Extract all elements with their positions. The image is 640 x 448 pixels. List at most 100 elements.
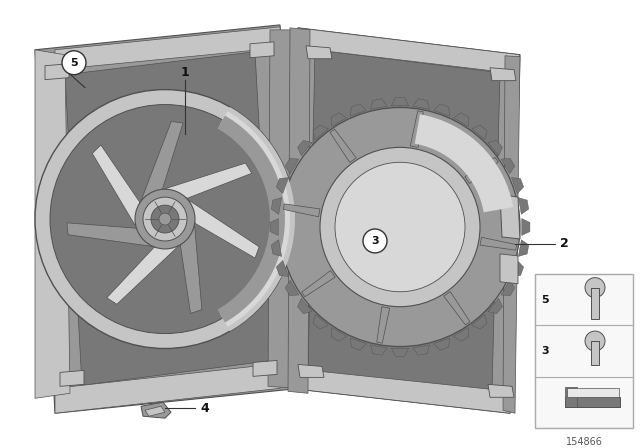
Polygon shape <box>371 99 387 109</box>
Polygon shape <box>480 237 516 250</box>
Polygon shape <box>500 194 520 239</box>
Polygon shape <box>377 307 390 343</box>
Text: 2: 2 <box>560 237 569 250</box>
Polygon shape <box>511 177 524 194</box>
Polygon shape <box>313 125 328 140</box>
Polygon shape <box>501 280 515 296</box>
Polygon shape <box>271 198 282 214</box>
Polygon shape <box>500 254 518 284</box>
Polygon shape <box>313 314 328 329</box>
Polygon shape <box>145 406 165 416</box>
Ellipse shape <box>50 104 280 334</box>
Polygon shape <box>488 298 502 314</box>
Polygon shape <box>180 226 202 314</box>
Polygon shape <box>290 368 510 413</box>
Polygon shape <box>55 27 280 70</box>
Ellipse shape <box>320 147 480 307</box>
Polygon shape <box>141 402 171 418</box>
Polygon shape <box>276 260 289 276</box>
Text: 5: 5 <box>70 58 78 68</box>
Polygon shape <box>165 163 252 198</box>
Ellipse shape <box>335 162 465 292</box>
Ellipse shape <box>35 90 295 349</box>
Polygon shape <box>330 129 356 163</box>
Polygon shape <box>331 113 346 126</box>
Polygon shape <box>371 345 387 355</box>
Text: 5: 5 <box>541 294 549 305</box>
Polygon shape <box>392 98 408 106</box>
Polygon shape <box>518 240 529 256</box>
Circle shape <box>159 213 171 225</box>
Polygon shape <box>518 198 529 214</box>
Polygon shape <box>308 50 500 391</box>
Polygon shape <box>223 107 295 331</box>
Polygon shape <box>298 298 312 314</box>
Circle shape <box>585 331 605 351</box>
Polygon shape <box>567 388 619 397</box>
Circle shape <box>363 229 387 253</box>
Polygon shape <box>434 338 450 350</box>
Circle shape <box>135 189 195 249</box>
Polygon shape <box>253 361 277 376</box>
Polygon shape <box>285 280 299 296</box>
Polygon shape <box>503 56 520 413</box>
Polygon shape <box>434 104 450 116</box>
Text: 154866: 154866 <box>566 437 602 447</box>
Polygon shape <box>522 219 530 236</box>
Polygon shape <box>413 99 429 109</box>
Bar <box>591 288 599 319</box>
Text: 4: 4 <box>200 402 209 415</box>
Polygon shape <box>60 370 84 386</box>
Bar <box>535 274 633 428</box>
Polygon shape <box>350 338 366 350</box>
Polygon shape <box>454 328 469 341</box>
Polygon shape <box>488 384 514 397</box>
Polygon shape <box>65 52 272 385</box>
Circle shape <box>62 51 86 75</box>
Polygon shape <box>268 30 300 388</box>
Polygon shape <box>284 204 320 217</box>
Polygon shape <box>220 111 290 327</box>
Polygon shape <box>218 116 285 323</box>
Polygon shape <box>454 113 469 126</box>
Polygon shape <box>565 397 620 407</box>
Polygon shape <box>410 111 423 147</box>
Circle shape <box>151 205 179 233</box>
Bar <box>591 341 599 365</box>
Polygon shape <box>490 68 516 81</box>
Polygon shape <box>392 348 408 357</box>
Polygon shape <box>189 200 259 258</box>
Polygon shape <box>565 388 577 407</box>
Polygon shape <box>290 28 520 413</box>
Polygon shape <box>35 50 70 398</box>
Polygon shape <box>67 223 152 246</box>
Polygon shape <box>444 292 470 325</box>
Polygon shape <box>415 114 513 212</box>
Polygon shape <box>465 157 499 183</box>
Polygon shape <box>45 64 69 80</box>
Polygon shape <box>298 140 312 155</box>
Polygon shape <box>250 42 274 58</box>
Polygon shape <box>306 46 332 59</box>
Polygon shape <box>55 363 280 413</box>
Circle shape <box>585 278 605 297</box>
Polygon shape <box>298 364 324 377</box>
Polygon shape <box>472 314 487 329</box>
Polygon shape <box>270 219 278 236</box>
Polygon shape <box>35 25 300 413</box>
Polygon shape <box>501 159 515 174</box>
Polygon shape <box>301 271 335 297</box>
Polygon shape <box>472 125 487 140</box>
Text: 3: 3 <box>541 346 549 356</box>
Text: 1: 1 <box>180 66 189 79</box>
Ellipse shape <box>280 108 520 346</box>
Polygon shape <box>298 28 520 73</box>
Polygon shape <box>276 177 289 194</box>
Polygon shape <box>413 345 429 355</box>
Polygon shape <box>511 260 524 276</box>
Polygon shape <box>141 121 183 200</box>
Polygon shape <box>288 28 310 393</box>
Text: 3: 3 <box>371 236 379 246</box>
Polygon shape <box>107 246 178 304</box>
Polygon shape <box>92 145 140 226</box>
